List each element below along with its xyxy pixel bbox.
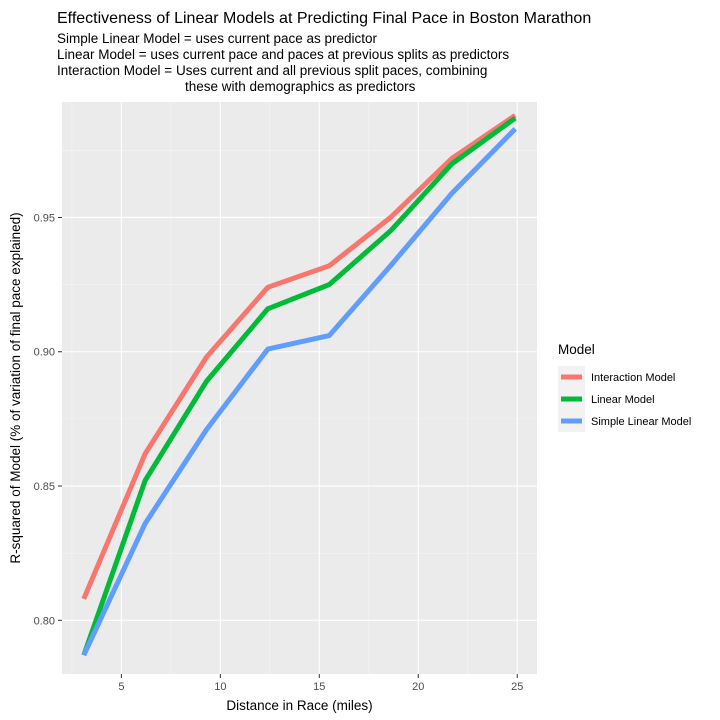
chart-title: Effectiveness of Linear Models at Predic… [57, 10, 591, 27]
subtitle-line: Interaction Model = Uses current and all… [57, 63, 487, 78]
legend-label: Simple Linear Model [591, 416, 691, 428]
y-axis-title: R-squared of Model (% of variation of fi… [8, 212, 23, 563]
x-axis-title: Distance in Race (miles) [226, 698, 372, 713]
plot-panel [62, 102, 537, 674]
subtitle-line: Linear Model = uses current pace and pac… [57, 47, 509, 62]
legend: Model Interaction Model Linear Model Simpl… [558, 342, 691, 432]
legend-label: Interaction Model [591, 372, 675, 384]
series-line [81, 116, 517, 657]
subtitle-line: Simple Linear Model = uses current pace … [57, 31, 378, 46]
y-axis: 0.80 0.85 0.90 0.95 [34, 212, 62, 627]
y-tick-label: 0.90 [34, 347, 55, 359]
y-tick-label: 0.85 [34, 481, 55, 493]
x-tick-label: 25 [511, 681, 523, 693]
series-lines [81, 113, 517, 657]
x-tick-label: 15 [313, 681, 325, 693]
legend-label: Linear Model [591, 394, 655, 406]
x-axis: 5 10 15 20 25 [118, 674, 523, 693]
chart-subtitle: Simple Linear Model = uses current pace … [57, 31, 509, 94]
y-tick-label: 0.95 [34, 212, 55, 224]
y-tick-label: 0.80 [34, 615, 55, 627]
subtitle-line: these with demographics as predictors [185, 79, 416, 94]
x-tick-label: 10 [214, 681, 226, 693]
grid-minor [62, 102, 537, 674]
x-tick-label: 20 [412, 681, 424, 693]
series-line [81, 127, 517, 657]
series-line [81, 113, 517, 600]
x-tick-label: 5 [118, 681, 124, 693]
legend-title: Model [558, 342, 595, 357]
